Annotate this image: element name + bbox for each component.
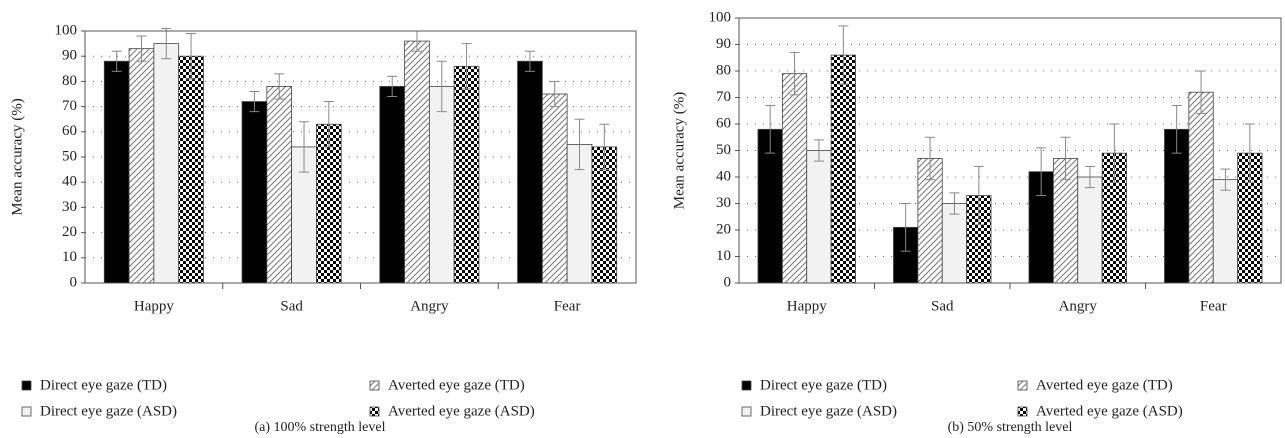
bar bbox=[316, 123, 342, 284]
bar bbox=[128, 48, 155, 284]
legend-swatch bbox=[369, 380, 380, 391]
legend-label: Direct eye gaze (ASD) bbox=[760, 403, 897, 419]
y-tick-label: 0 bbox=[70, 274, 78, 290]
legend-swatch bbox=[741, 380, 752, 391]
legend-swatch bbox=[1017, 380, 1028, 391]
caption: (b) 50% strength level bbox=[948, 420, 1073, 435]
y-tick-label: 10 bbox=[62, 249, 77, 265]
bar bbox=[178, 55, 204, 284]
y-tick-label: 10 bbox=[716, 248, 731, 264]
bar bbox=[153, 43, 180, 284]
bar bbox=[266, 86, 293, 284]
legend-label: Averted eye gaze (ASD) bbox=[1036, 403, 1183, 419]
legend-swatch bbox=[1017, 406, 1028, 417]
y-axis-label: Mean accuracy (%) bbox=[671, 92, 687, 209]
y-tick-label: 70 bbox=[716, 89, 731, 105]
y-tick-label: 100 bbox=[55, 22, 78, 38]
x-tick-label: Angry bbox=[1059, 298, 1098, 314]
legend-label: Averted eye gaze (TD) bbox=[388, 377, 525, 393]
bar bbox=[379, 86, 405, 284]
y-tick-label: 90 bbox=[62, 48, 77, 64]
bar bbox=[453, 65, 480, 284]
legend-swatch bbox=[21, 380, 32, 391]
bar bbox=[757, 128, 783, 284]
x-tick-label: Fear bbox=[1200, 298, 1227, 314]
x-tick-label: Sad bbox=[280, 298, 303, 314]
y-tick-label: 80 bbox=[716, 62, 731, 78]
y-tick-label: 50 bbox=[716, 142, 731, 158]
x-tick-label: Fear bbox=[554, 298, 581, 314]
plot-frame bbox=[84, 30, 637, 284]
bar bbox=[941, 203, 968, 284]
y-tick-label: 30 bbox=[716, 195, 731, 211]
chart: 0 10 20 30 40 50 60 70 80 90 100 Mean accuracy (%) H… bbox=[671, 9, 1282, 435]
y-tick-label: 40 bbox=[62, 174, 77, 190]
chart: 0 10 20 30 40 50 60 70 80 90 100 Mean accuracy (%) H… bbox=[9, 22, 637, 435]
bar bbox=[806, 150, 832, 284]
bar bbox=[541, 93, 568, 284]
bar bbox=[517, 60, 543, 284]
bar bbox=[830, 54, 856, 284]
bar bbox=[404, 40, 430, 284]
y-tick-label: 20 bbox=[716, 221, 731, 237]
legend-swatch bbox=[369, 406, 380, 417]
y-tick-label: 20 bbox=[62, 224, 77, 240]
y-tick-label: 60 bbox=[716, 115, 731, 131]
bar bbox=[428, 86, 455, 284]
bar bbox=[781, 73, 808, 284]
x-tick-label: Sad bbox=[931, 298, 954, 314]
y-tick-label: 70 bbox=[62, 98, 77, 114]
y-axis-label: Mean accuracy (%) bbox=[9, 98, 25, 215]
legend-label: Averted eye gaze (ASD) bbox=[388, 403, 535, 419]
x-tick-label: Happy bbox=[787, 298, 827, 314]
legend-swatch bbox=[21, 406, 32, 417]
caption: (a) 100% strength level bbox=[254, 420, 385, 435]
y-tick-label: 30 bbox=[62, 199, 77, 215]
plot-frame bbox=[738, 17, 1282, 284]
legend-label: Direct eye gaze (TD) bbox=[760, 377, 887, 393]
x-tick-label: Angry bbox=[410, 298, 449, 314]
bar bbox=[1077, 176, 1103, 284]
y-tick-label: 80 bbox=[62, 73, 77, 89]
bar bbox=[1188, 91, 1214, 284]
y-tick-label: 100 bbox=[709, 9, 732, 25]
y-tick-label: 50 bbox=[62, 148, 77, 164]
y-tick-label: 90 bbox=[716, 36, 731, 52]
bar bbox=[103, 60, 130, 284]
legend-swatch bbox=[741, 406, 752, 417]
x-tick-label: Happy bbox=[134, 298, 174, 314]
bar bbox=[241, 101, 268, 284]
legend-label: Direct eye gaze (TD) bbox=[40, 377, 167, 393]
bar bbox=[1212, 179, 1239, 284]
legend-label: Direct eye gaze (ASD) bbox=[40, 403, 177, 419]
y-tick-label: 40 bbox=[716, 168, 731, 184]
y-tick-label: 0 bbox=[724, 274, 732, 290]
y-tick-label: 60 bbox=[62, 123, 77, 139]
legend-label: Averted eye gaze (TD) bbox=[1036, 377, 1173, 393]
bar bbox=[1164, 128, 1190, 284]
